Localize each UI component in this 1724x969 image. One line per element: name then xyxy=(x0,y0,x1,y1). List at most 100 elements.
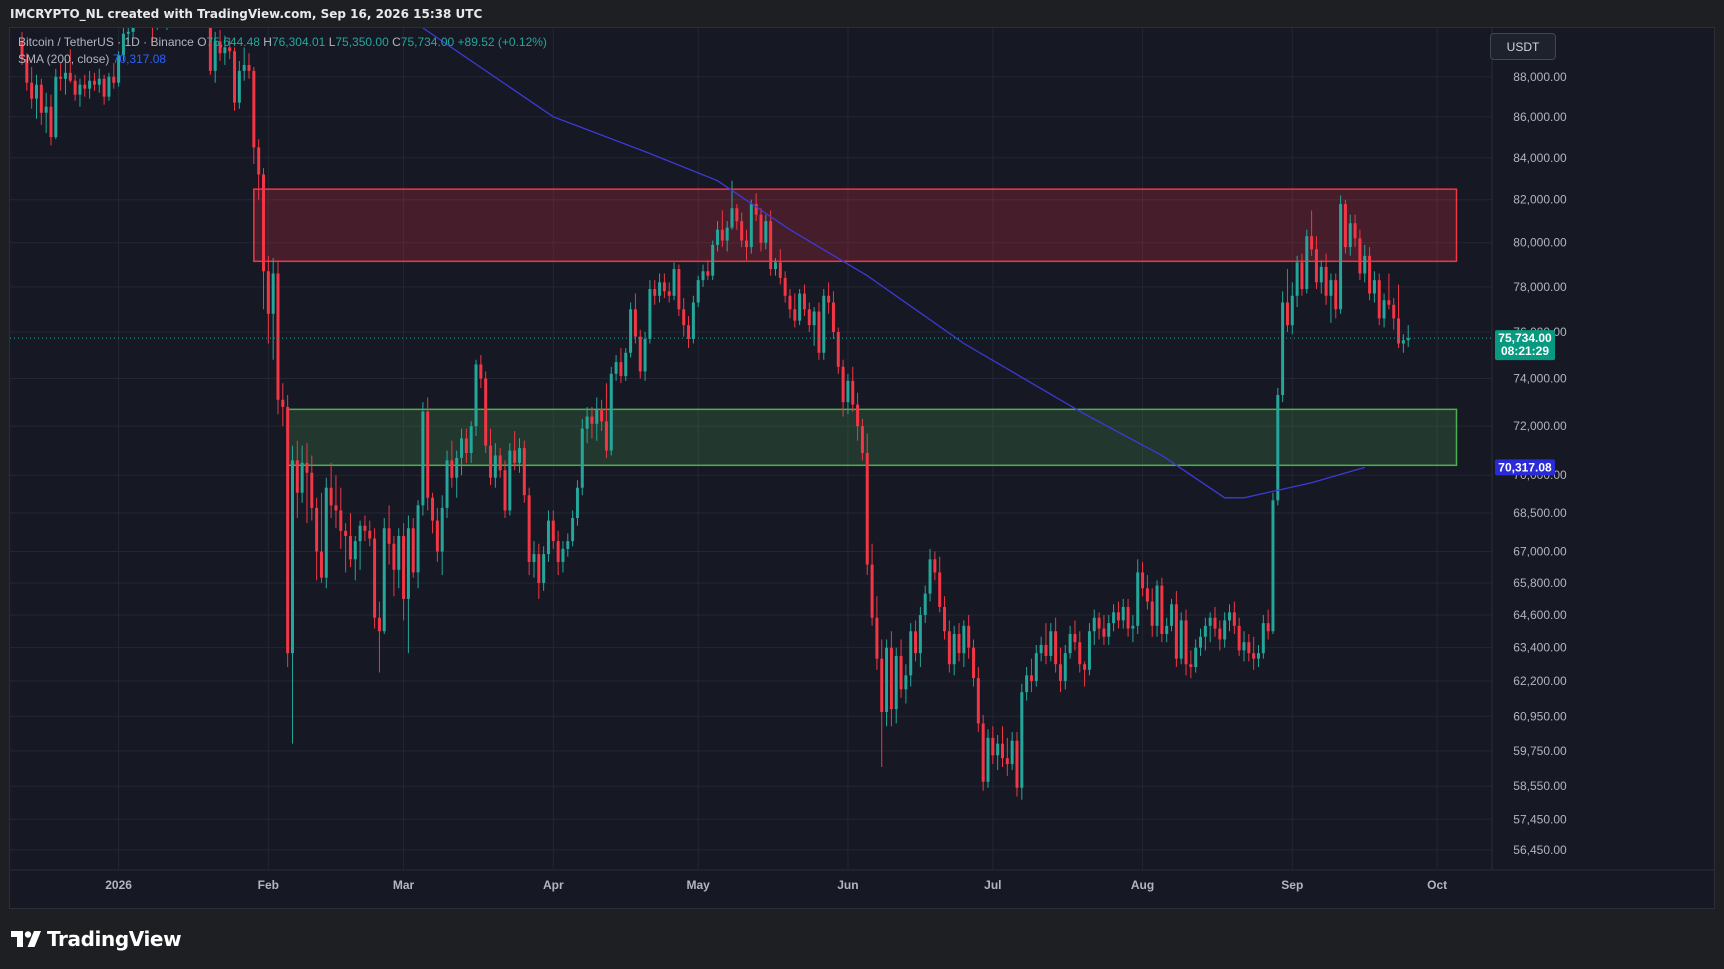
candle-body xyxy=(561,548,565,562)
candle-down xyxy=(870,543,874,626)
candle-body xyxy=(981,723,985,782)
candle-body xyxy=(460,438,464,458)
candle-up xyxy=(1203,617,1207,651)
candle-up xyxy=(542,546,546,591)
candle-body xyxy=(1271,500,1275,632)
candle-up xyxy=(1290,282,1294,335)
candle-down xyxy=(30,66,34,109)
candle-body xyxy=(706,271,710,276)
candle-body xyxy=(484,378,488,446)
candle-body xyxy=(368,530,372,539)
candle-up xyxy=(166,28,168,30)
candle-down xyxy=(793,293,797,328)
candle-body xyxy=(1068,633,1072,654)
candle-body xyxy=(78,84,82,95)
candle-down xyxy=(1218,620,1222,651)
candle-body xyxy=(34,84,38,99)
candle-up xyxy=(1063,644,1067,690)
candle-up xyxy=(764,214,768,250)
candlestick-chart[interactable]: 88,000.00 86,000.00 84,000.00 82,000.00 80,0… xyxy=(10,28,1714,908)
candle-body xyxy=(749,203,753,248)
candle-down xyxy=(218,29,222,62)
price-tick-label: 72,000.00 xyxy=(1513,419,1567,433)
legend-low-key: L xyxy=(328,35,336,49)
candle-down xyxy=(208,28,212,75)
candle-body xyxy=(1044,644,1048,656)
candle-down xyxy=(329,462,333,519)
candle-body xyxy=(972,647,976,679)
chart-pane[interactable]: 88,000.00 86,000.00 84,000.00 82,000.00 80,0… xyxy=(9,27,1715,909)
candle-body xyxy=(92,80,96,85)
candle-body xyxy=(827,295,831,303)
candle-down xyxy=(59,62,63,91)
candle-down xyxy=(281,383,285,427)
candle-up xyxy=(585,406,589,444)
candle-body xyxy=(411,528,415,573)
candle-body xyxy=(44,106,48,113)
candle-down xyxy=(112,62,116,89)
candle-down xyxy=(435,507,439,562)
candle-up xyxy=(532,541,536,578)
candle-body xyxy=(885,647,889,713)
candle-body xyxy=(754,203,758,215)
candle-down xyxy=(827,282,831,314)
candle-body xyxy=(1401,340,1405,344)
candle-body xyxy=(469,426,473,453)
candle-down xyxy=(1368,247,1372,301)
legend-sma-label[interactable]: SMA (200, close) xyxy=(18,52,110,66)
candle-body xyxy=(1179,620,1183,659)
candle-body xyxy=(421,411,425,506)
candle-body xyxy=(1097,617,1101,629)
candle-body xyxy=(131,28,135,32)
price-tick-label: 57,450.00 xyxy=(1513,812,1567,826)
candle-up xyxy=(580,418,584,496)
candle-body xyxy=(1020,692,1024,788)
price-tick-label: 88,000.00 xyxy=(1513,70,1567,84)
candle-body xyxy=(479,364,483,379)
candle-body xyxy=(537,554,541,583)
candle-body xyxy=(624,352,628,377)
candle-body xyxy=(1213,617,1217,629)
candle-body xyxy=(648,289,652,339)
candle-up xyxy=(1155,580,1159,637)
candle-up xyxy=(904,664,908,704)
candle-down xyxy=(759,208,763,252)
candle-body xyxy=(590,416,594,424)
candle-down xyxy=(551,510,555,549)
candle-body xyxy=(1112,612,1116,624)
candle-down xyxy=(20,31,24,65)
price-tick-label: 78,000.00 xyxy=(1513,280,1567,294)
candle-body xyxy=(1343,203,1347,248)
candle-up xyxy=(648,280,652,344)
candle-body xyxy=(546,520,550,555)
candle-up xyxy=(1256,644,1260,667)
candle-down xyxy=(1353,214,1357,248)
candle-body xyxy=(532,554,536,562)
candle-body xyxy=(1126,606,1130,629)
candle-down xyxy=(1310,210,1314,256)
candle-down xyxy=(1174,590,1178,667)
sma-line xyxy=(422,28,1365,499)
candle-body xyxy=(1087,631,1091,670)
candle-body xyxy=(880,658,884,713)
candle-body xyxy=(831,302,835,333)
candle-body xyxy=(1223,620,1227,640)
candle-down xyxy=(638,329,642,379)
currency-button[interactable]: USDT xyxy=(1490,33,1556,60)
legend-symbol[interactable]: Bitcoin / TetherUS · 1D · Binance xyxy=(18,35,194,49)
candle-up xyxy=(517,438,521,473)
candle-down xyxy=(604,383,608,458)
candle-up xyxy=(571,510,575,547)
candle-body xyxy=(943,606,947,632)
candle-body xyxy=(662,282,666,292)
candle-body xyxy=(1290,295,1294,326)
price-tick-label: 59,750.00 xyxy=(1513,744,1567,758)
candle-body xyxy=(643,338,647,372)
tradingview-footer: TradingView xyxy=(11,925,182,953)
candle-body xyxy=(382,528,386,632)
candle-up xyxy=(493,443,497,488)
candle-body xyxy=(595,409,599,424)
candle-body xyxy=(73,80,77,95)
candle-body xyxy=(629,309,633,353)
candle-down xyxy=(479,355,483,388)
